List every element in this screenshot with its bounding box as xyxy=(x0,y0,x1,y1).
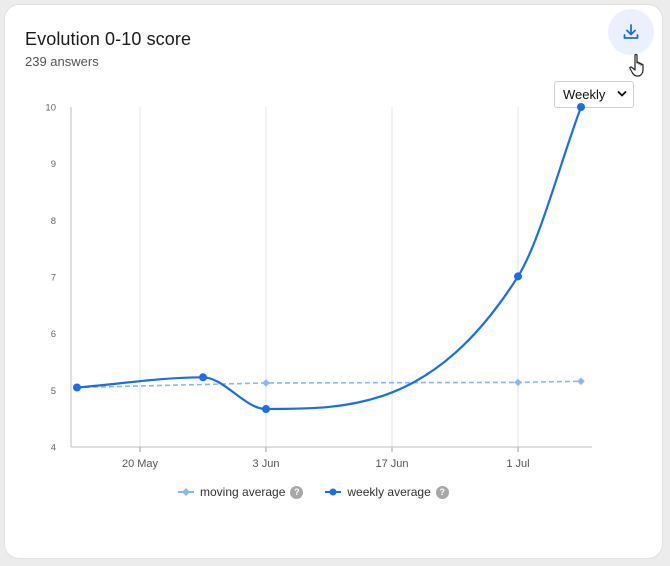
answers-count: 239 answers xyxy=(25,54,99,69)
legend-moving-marker xyxy=(178,488,194,496)
chart-legend: moving average ? weekly average ? xyxy=(178,482,471,502)
chevron-down-icon xyxy=(617,91,627,97)
legend-moving-average[interactable]: moving average ? xyxy=(178,485,304,499)
download-button[interactable] xyxy=(608,9,654,55)
legend-weekly-label: weekly average xyxy=(347,485,431,499)
hand-cursor-icon xyxy=(629,53,644,77)
help-icon[interactable]: ? xyxy=(290,485,304,499)
legend-moving-label: moving average xyxy=(200,485,286,499)
legend-weekly-average[interactable]: weekly average ? xyxy=(325,485,449,499)
legend-weekly-marker xyxy=(325,488,342,496)
period-select[interactable]: Weekly xyxy=(554,81,634,108)
download-icon xyxy=(623,24,639,39)
chart-title: Evolution 0-10 score xyxy=(25,29,192,49)
period-select-value: Weekly xyxy=(563,87,606,102)
help-icon[interactable]: ? xyxy=(435,485,449,499)
